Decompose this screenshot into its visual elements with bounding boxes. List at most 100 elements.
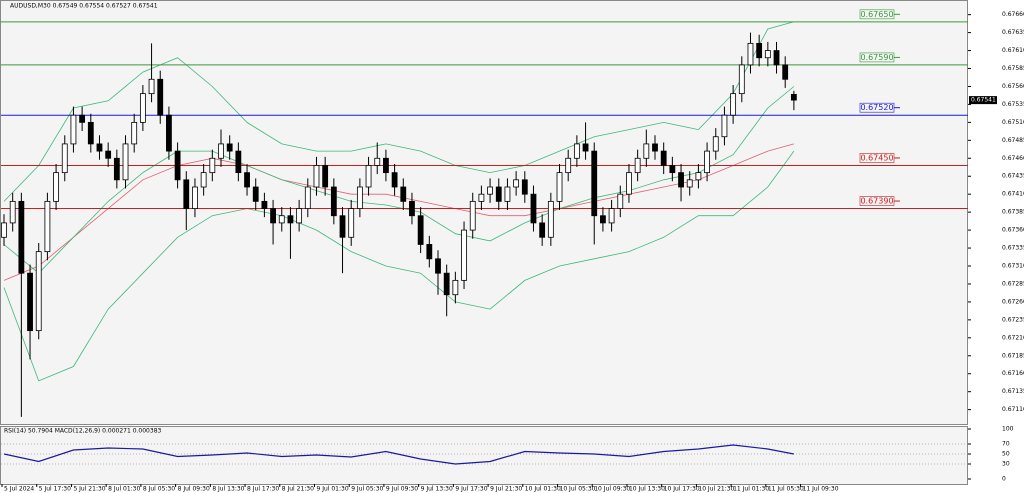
candle-body [469, 200, 476, 231]
y-tick-label: 0.67435 [1002, 173, 1024, 180]
y-tick-label: 0.67335 [1002, 245, 1024, 252]
candle-body [773, 50, 780, 66]
candle-body [756, 42, 763, 59]
candle-body [686, 179, 693, 188]
candle-body [747, 42, 754, 66]
candle-body [547, 200, 554, 238]
candle-body [782, 64, 789, 80]
x-tick-label: 9 Jul 01:30 [316, 486, 348, 493]
candle-body [44, 200, 51, 253]
x-tick-label: 8 Jul 05:30 [143, 486, 175, 493]
candle-body [383, 157, 389, 174]
candle-body [678, 172, 684, 188]
indicator-tick-label: 50 [1002, 451, 1010, 458]
candle-body [35, 251, 42, 332]
candle-body [96, 143, 103, 152]
indicator-pane [0, 426, 968, 485]
last-price: 0.67541 [971, 97, 996, 104]
x-tick-label: 9 Jul 09:30 [386, 486, 418, 493]
candle-body [487, 186, 493, 195]
candle-body [374, 157, 381, 166]
candle-body [409, 200, 415, 217]
candle-body [131, 121, 138, 145]
candle-body [695, 172, 702, 181]
indicator-tick-label: 30 [1002, 461, 1010, 468]
candle-body [660, 150, 667, 166]
candle-body [365, 165, 372, 188]
x-tick-label: 9 Jul 13:30 [421, 486, 453, 493]
x-tick-label: 10 Jul 17:30 [664, 486, 700, 493]
candle-body [539, 222, 546, 238]
candle-body [600, 215, 606, 224]
level-label: 0.67650 [860, 10, 893, 19]
candle-body [61, 143, 68, 174]
candle-body [790, 93, 797, 101]
candle-body [400, 186, 407, 202]
indicator-tick-label: 0 [1002, 476, 1006, 483]
level-label: 0.67390 [860, 197, 893, 206]
candle-body [435, 258, 441, 274]
x-tick-label: 10 Jul 01:30 [525, 486, 561, 493]
candle-body [313, 165, 320, 188]
candle-body [287, 215, 294, 224]
candle-body [218, 143, 224, 159]
candle-body [122, 143, 129, 181]
candle-body [87, 121, 94, 145]
candle-body [764, 50, 771, 59]
level-label: 0.67450 [860, 153, 893, 162]
candle-body [573, 143, 580, 159]
candle-body [148, 78, 155, 95]
candle-body [426, 244, 433, 260]
candle-body [521, 179, 528, 195]
candle-body [252, 186, 259, 202]
x-tick-label: 8 Jul 17:30 [247, 486, 279, 493]
y-tick-label: 0.67585 [1002, 65, 1024, 72]
x-tick-label: 10 Jul 05:30 [560, 486, 596, 493]
candle-body [591, 150, 598, 217]
candle-body [712, 136, 719, 152]
y-tick-label: 0.67535 [1002, 101, 1024, 108]
candle-body [461, 229, 467, 281]
last-price-box [969, 96, 997, 105]
candle-body [556, 172, 563, 202]
x-tick-label: 11 Jul 01:30 [733, 486, 769, 493]
candle-body [278, 215, 285, 224]
candle-body [652, 143, 658, 152]
candle-body [79, 114, 86, 123]
x-tick-label: 10 Jul 13:30 [629, 486, 665, 493]
candle-body [27, 272, 33, 332]
candle-body [139, 93, 146, 123]
candle-body [348, 208, 355, 238]
indicator-tick-label: 100 [1002, 426, 1014, 433]
candle-body [330, 186, 337, 217]
candle-body [296, 208, 303, 224]
candle-body [339, 215, 346, 238]
candle-body [495, 186, 502, 202]
x-tick-label: 9 Jul 21:30 [490, 486, 522, 493]
candle-body [53, 172, 59, 202]
candle-body [235, 150, 242, 174]
candle-body [582, 143, 589, 152]
candle-body [530, 193, 537, 224]
candle-body [730, 93, 737, 116]
level-label: 0.67520 [860, 103, 893, 112]
indicator-subtitle: RSI(14) 50.7904 MACD(12,26,9) 0.000271 0… [4, 428, 162, 435]
candle-body [105, 150, 112, 159]
candle-body [669, 165, 676, 174]
candle-body [261, 200, 268, 209]
candle-body [617, 193, 624, 209]
candle-body [1, 222, 7, 238]
indicator-line [3, 21, 795, 202]
y-tick-label: 0.67635 [1002, 29, 1024, 36]
y-tick-label: 0.67235 [1002, 316, 1024, 323]
x-tick-label: 8 Jul 01:30 [108, 486, 140, 493]
chart-title: AUDUSD,M30 0.67549 0.67554 0.67527 0.675… [10, 3, 158, 10]
candle-body [738, 64, 745, 95]
